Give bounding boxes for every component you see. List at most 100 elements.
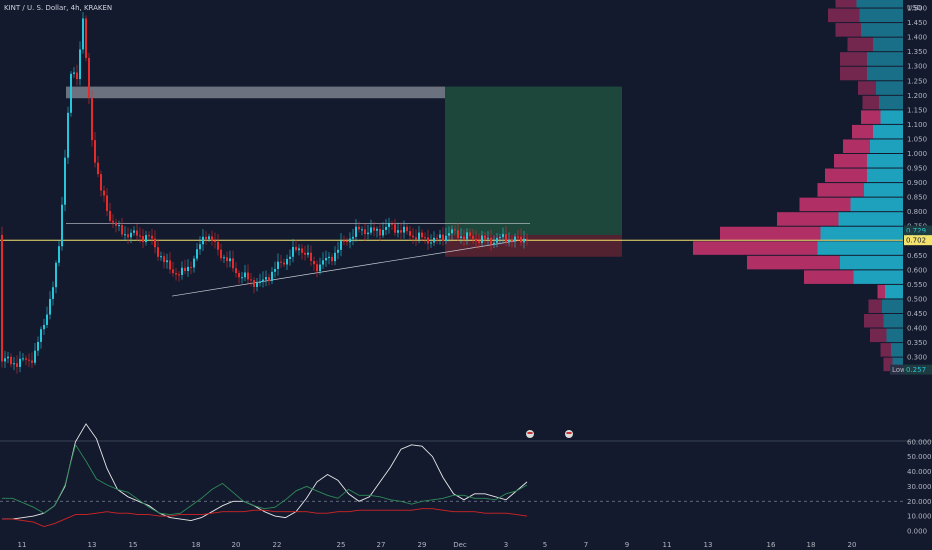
candle-body bbox=[223, 257, 225, 259]
candle-body bbox=[205, 236, 207, 240]
candle-body bbox=[400, 230, 402, 233]
vp-down-bar bbox=[817, 183, 864, 197]
candle-body bbox=[82, 18, 84, 50]
candle-body bbox=[103, 190, 105, 196]
candle-body bbox=[160, 256, 162, 258]
candle-body bbox=[169, 260, 171, 270]
osc-tick-label: 30.000 bbox=[907, 483, 932, 491]
vp-up-bar bbox=[867, 52, 903, 66]
vp-up-bar bbox=[870, 139, 903, 153]
candle-body bbox=[511, 240, 513, 242]
candle-body bbox=[76, 72, 78, 80]
vp-down-bar bbox=[804, 270, 854, 284]
vp-down-bar bbox=[868, 299, 882, 313]
osc-line-green bbox=[2, 443, 528, 516]
vp-down-bar bbox=[835, 23, 861, 37]
candle-body bbox=[88, 57, 90, 99]
price-axis[interactable]: 1.5501.5001.4501.4001.3501.3001.2501.200… bbox=[890, 0, 932, 376]
candle-body bbox=[265, 277, 267, 280]
event-marker-flag bbox=[527, 432, 533, 434]
candle-body bbox=[325, 257, 327, 261]
vp-down-bar bbox=[828, 8, 860, 23]
candle-body bbox=[388, 223, 390, 228]
time-tick-label: Dec bbox=[453, 541, 467, 549]
vp-up-bar bbox=[850, 197, 903, 212]
vp-down-bar bbox=[720, 226, 821, 241]
vp-down-bar bbox=[864, 313, 884, 328]
low-value-label-bg bbox=[904, 364, 932, 375]
candle-body bbox=[166, 260, 168, 263]
candle-body bbox=[31, 360, 33, 363]
candle-body bbox=[13, 363, 15, 365]
candle-body bbox=[181, 267, 183, 275]
candle-body bbox=[472, 235, 474, 239]
vp-up-bar bbox=[880, 110, 903, 124]
time-axis[interactable]: 11 13 15 18 20 22 25 27 29 Dec 3 5 7 9 11 13 16 18 20 bbox=[18, 541, 857, 549]
price-tick-label: 1.500 bbox=[907, 5, 927, 13]
vp-down-bar bbox=[861, 110, 881, 124]
candle-body bbox=[124, 234, 126, 236]
vp-up-bar bbox=[838, 212, 903, 226]
candle-body bbox=[403, 226, 405, 233]
price-tick-label: 0.350 bbox=[907, 339, 927, 347]
candle-body bbox=[427, 237, 429, 244]
price-tick-label: 0.850 bbox=[907, 194, 927, 202]
drawing-lines bbox=[0, 222, 903, 438]
candle-body bbox=[469, 232, 471, 236]
candle-body bbox=[262, 279, 264, 282]
candle-body bbox=[355, 226, 357, 237]
vp-down-bar bbox=[858, 81, 876, 95]
candle-body bbox=[460, 236, 462, 238]
candle-body bbox=[250, 279, 252, 281]
candle-body bbox=[421, 232, 423, 238]
candle-body bbox=[109, 210, 111, 221]
last-price-label: 0.729 bbox=[906, 227, 926, 235]
candle-body bbox=[487, 237, 489, 239]
time-tick-label: 16 bbox=[767, 541, 776, 549]
vp-down-bar bbox=[862, 95, 879, 110]
candle-body bbox=[271, 271, 273, 281]
candle-body bbox=[349, 238, 351, 243]
candle-body bbox=[148, 235, 150, 237]
candle-body bbox=[466, 232, 468, 240]
candle-body bbox=[199, 244, 201, 250]
candle-body bbox=[379, 228, 381, 236]
candle-body bbox=[16, 363, 18, 367]
candle-body bbox=[310, 252, 312, 261]
candle-body bbox=[145, 235, 147, 243]
price-tick-label: 1.450 bbox=[907, 19, 927, 27]
price-tick-label: 0.550 bbox=[907, 281, 927, 289]
candle-body bbox=[49, 298, 51, 315]
vp-up-bar bbox=[886, 328, 903, 343]
candle-body bbox=[253, 280, 255, 287]
candle-body bbox=[370, 227, 372, 233]
candle-body bbox=[73, 72, 75, 74]
price-tick-label: 0.800 bbox=[907, 208, 927, 216]
price-tick-label: 1.150 bbox=[907, 106, 927, 114]
candle-body bbox=[475, 238, 477, 242]
vp-down-bar bbox=[843, 139, 870, 153]
time-tick-label: 27 bbox=[377, 541, 386, 549]
price-tick-label: 0.500 bbox=[907, 295, 927, 303]
candle-body bbox=[340, 240, 342, 250]
vp-up-bar bbox=[867, 168, 903, 183]
vp-down-bar bbox=[852, 124, 873, 139]
candle-body bbox=[343, 240, 345, 242]
candle-body bbox=[382, 229, 384, 236]
price-tick-label: 0.450 bbox=[907, 310, 927, 318]
vp-up-bar bbox=[859, 8, 903, 23]
candle-body bbox=[229, 258, 231, 262]
candle-body bbox=[301, 248, 303, 253]
candle-body bbox=[439, 234, 441, 239]
candle-body bbox=[241, 277, 243, 279]
candle-body bbox=[448, 233, 450, 236]
candle-body bbox=[298, 248, 300, 251]
low-value-label: 0.257 bbox=[906, 366, 926, 374]
time-tick-label: 25 bbox=[337, 541, 346, 549]
price-tick-label: 0.900 bbox=[907, 179, 927, 187]
vp-up-bar bbox=[883, 313, 903, 328]
osc-tick-label: 40.000 bbox=[907, 468, 932, 476]
candle-body bbox=[37, 341, 39, 351]
candle-body bbox=[478, 241, 480, 243]
